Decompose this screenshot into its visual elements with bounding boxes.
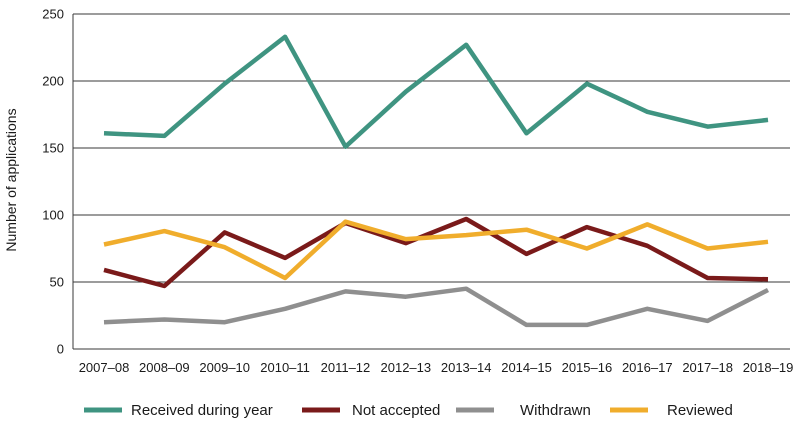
- series-line-not-accepted: [103, 216, 769, 289]
- y-tick-label: 150: [42, 141, 64, 156]
- series-line-withdrawn: [103, 286, 770, 328]
- series-line-reviewed: [103, 219, 769, 281]
- x-tick-label: 2010–11: [260, 360, 310, 375]
- y-tick-label: 50: [50, 275, 64, 290]
- x-tick-label: 2008–09: [139, 360, 190, 375]
- legend-label-received-during-year: Received during year: [131, 402, 273, 419]
- legend: Received during year Not accepted Withdraw…: [84, 402, 733, 419]
- y-tick-label: 200: [42, 74, 64, 89]
- series-line-received-during-year: [103, 34, 769, 149]
- y-tick-label: 250: [42, 7, 64, 22]
- x-tick-label: 2013–14: [441, 360, 492, 375]
- x-tick-label: 2011–12: [321, 360, 371, 375]
- x-tick-label: 2009–10: [199, 360, 250, 375]
- x-tick-label: 2018–19: [743, 360, 794, 375]
- x-axis-tick-labels: 2007–08 2008–09 2009–10 2010–11 2011–12 2012–…: [79, 360, 794, 375]
- x-tick-label: 2012–13: [381, 360, 432, 375]
- legend-label-reviewed: Reviewed: [667, 402, 733, 419]
- y-axis-label: Number of applications: [3, 108, 19, 251]
- x-tick-label: 2007–08: [79, 360, 130, 375]
- legend-label-withdrawn: Withdrawn: [520, 402, 591, 419]
- x-tick-label: 2016–17: [622, 360, 673, 375]
- gridlines: [72, 13, 790, 350]
- y-tick-label: 0: [57, 342, 64, 357]
- legend-label-not-accepted: Not accepted: [352, 402, 440, 419]
- y-axis-tick-labels: 0 50 100 150 200 250: [42, 7, 64, 357]
- x-tick-label: 2017–18: [682, 360, 733, 375]
- x-tick-label: 2015–16: [562, 360, 613, 375]
- y-tick-label: 100: [42, 208, 64, 223]
- x-tick-label: 2014–15: [501, 360, 552, 375]
- series-lines: [103, 34, 770, 328]
